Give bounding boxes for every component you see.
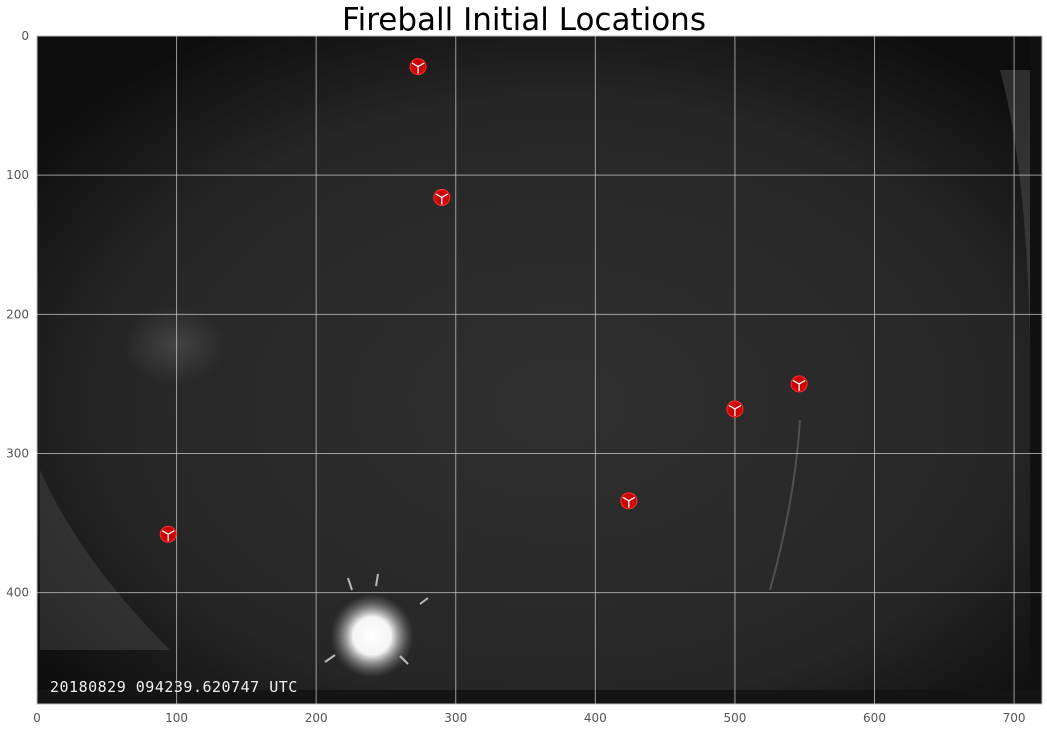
x-tick-label: 100 bbox=[165, 711, 188, 725]
fireball-marker bbox=[409, 58, 427, 76]
y-tick-label: 0 bbox=[21, 29, 29, 43]
y-tick-label: 100 bbox=[6, 168, 29, 182]
y-tick-label: 300 bbox=[6, 447, 29, 461]
x-tick-label: 700 bbox=[1003, 711, 1026, 725]
plot-frame bbox=[36, 35, 1043, 705]
x-tick-label: 300 bbox=[444, 711, 467, 725]
fireball-marker bbox=[159, 525, 177, 543]
fireball-markers bbox=[159, 58, 808, 543]
x-tick-label: 200 bbox=[305, 711, 328, 725]
chart-title: Fireball Initial Locations bbox=[342, 2, 706, 38]
fireball-marker bbox=[620, 492, 638, 510]
x-tick-label: 400 bbox=[584, 711, 607, 725]
fireball-marker bbox=[790, 375, 808, 393]
timestamp-overlay: 20180829 094239.620747 UTC bbox=[50, 678, 298, 696]
x-tick-label: 0 bbox=[33, 711, 41, 725]
x-tick-label: 500 bbox=[723, 711, 746, 725]
fireball-marker bbox=[726, 400, 744, 418]
y-tick-label: 400 bbox=[6, 586, 29, 600]
x-tick-label: 600 bbox=[863, 711, 886, 725]
sky-image bbox=[37, 36, 1042, 704]
x-axis-ticks: 0 100 200 300 400 500 600 700 bbox=[33, 711, 1025, 725]
y-tick-label: 200 bbox=[6, 307, 29, 321]
y-axis-ticks: 0 100 200 300 400 bbox=[6, 29, 29, 600]
fireball-marker bbox=[433, 188, 451, 206]
